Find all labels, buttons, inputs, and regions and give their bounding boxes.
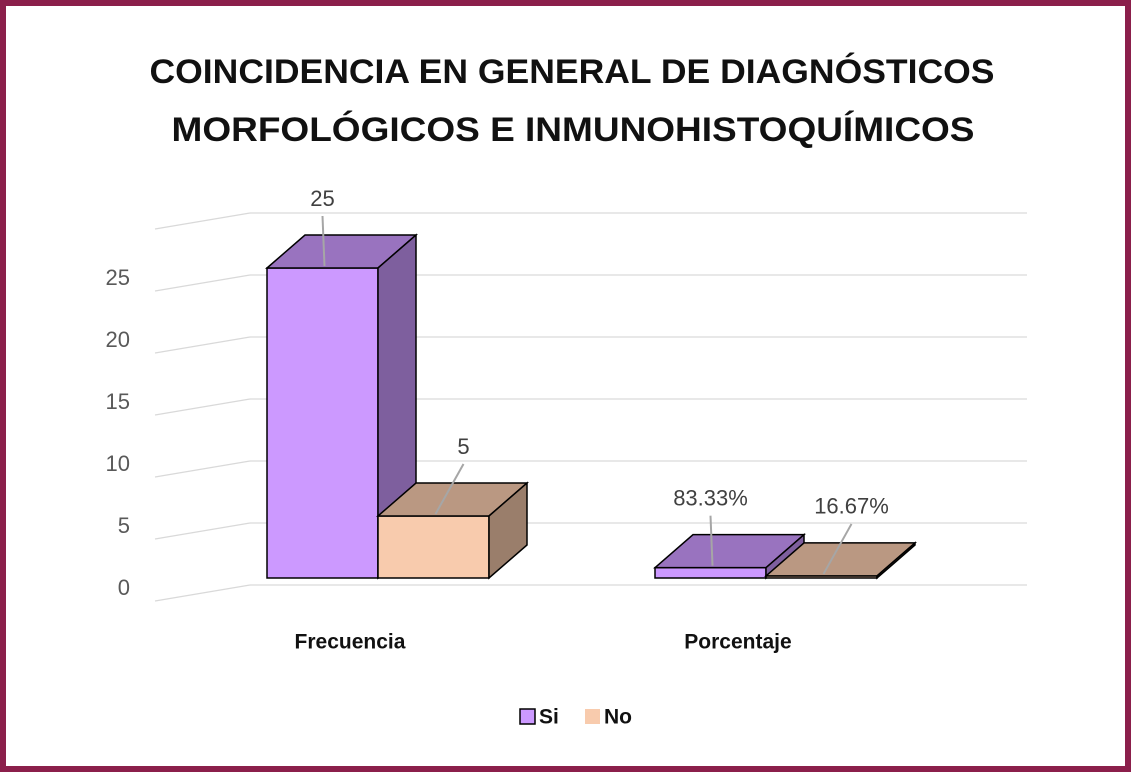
y-tick-label: 0 — [118, 575, 130, 600]
data-label: 16.67% — [814, 494, 889, 519]
x-tick-label: Porcentaje — [684, 631, 791, 654]
data-label: 5 — [457, 434, 469, 459]
x-tick-label: Frecuencia — [295, 631, 406, 654]
y-tick-label: 15 — [106, 389, 130, 414]
y-tick-label: 5 — [118, 513, 130, 538]
bar-front — [377, 515, 490, 579]
chart-title: COINCIDENCIA EN GENERAL DE DIAGNÓSTICOS — [150, 53, 995, 91]
label-leader — [321, 215, 326, 267]
label-leader — [822, 523, 853, 575]
bar-side — [488, 481, 528, 580]
grid-line — [154, 274, 251, 292]
legend-swatch — [519, 708, 536, 725]
data-label: 83.33% — [673, 485, 748, 510]
data-label: 25 — [310, 186, 334, 211]
legend-label: Si — [539, 706, 559, 729]
y-tick-label: 20 — [106, 327, 130, 352]
label-leader — [709, 515, 714, 566]
legend-label: No — [604, 706, 632, 729]
bar-front — [654, 566, 767, 579]
label-leader — [434, 463, 465, 515]
legend-swatch — [585, 709, 600, 724]
bar-front — [266, 267, 379, 579]
grid-line — [154, 522, 251, 540]
grid-line — [154, 212, 251, 230]
grid-line — [154, 460, 251, 478]
grid-line — [154, 398, 251, 416]
y-tick-label: 25 — [106, 265, 130, 290]
chart-title: MORFOLÓGICOS E INMUNOHISTOQUÍMICOS — [172, 111, 975, 149]
grid-line — [154, 336, 251, 354]
grid-line — [154, 584, 251, 602]
bar-side — [876, 541, 916, 580]
y-tick-label: 10 — [106, 451, 130, 476]
